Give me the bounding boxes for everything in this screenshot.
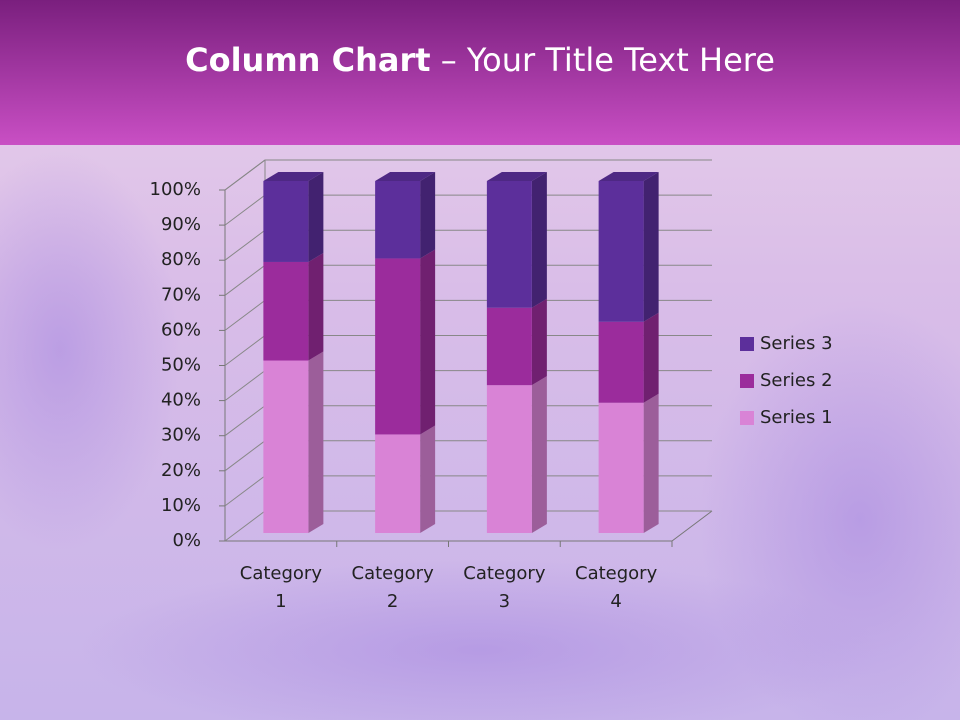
- bar-side: [531, 376, 547, 533]
- bar-side: [308, 252, 324, 361]
- bar: [486, 181, 532, 308]
- bar: [375, 258, 421, 435]
- x-tick-label-line: Category: [240, 563, 323, 584]
- y-tick-label: 80%: [161, 249, 201, 270]
- y-tick-label: 90%: [161, 214, 201, 235]
- bar-side: [420, 249, 436, 435]
- y-tick-label: 40%: [161, 390, 201, 411]
- y-tick-label: 0%: [172, 530, 201, 551]
- bar: [598, 321, 644, 403]
- bar: [375, 181, 421, 259]
- legend-label: Series 3: [760, 333, 833, 354]
- bar: [598, 181, 644, 322]
- bar: [486, 307, 532, 386]
- y-tick-label: 60%: [161, 319, 201, 340]
- bar: [486, 385, 532, 533]
- title-bold: Column Chart: [185, 41, 430, 79]
- bar-top: [263, 172, 324, 181]
- x-tick-label: Category 2: [352, 563, 435, 612]
- slide-title: Column Chart – Your Title Text Here: [185, 41, 775, 79]
- bar: [263, 360, 309, 533]
- bar-top: [598, 172, 659, 181]
- x-tick-label-line: Category: [352, 563, 435, 584]
- bar-top: [375, 172, 436, 181]
- header-band: [0, 0, 960, 145]
- bar-top: [486, 172, 547, 181]
- bar: [263, 181, 309, 262]
- bar-side: [643, 312, 659, 403]
- y-tick-label: 50%: [161, 355, 201, 376]
- legend-swatch: [740, 411, 754, 425]
- bar: [375, 434, 421, 533]
- x-tick-label-line: 3: [499, 591, 510, 612]
- bar-side: [643, 393, 659, 533]
- y-tick-label: 20%: [161, 460, 201, 481]
- x-tick-label-line: Category: [575, 563, 658, 584]
- x-tick-label: Category 1: [240, 563, 323, 612]
- legend-swatch: [740, 337, 754, 351]
- x-tick-label: Category 3: [463, 563, 546, 612]
- bar-side: [308, 172, 324, 262]
- legend-label: Series 1: [760, 407, 833, 428]
- y-tick-label: 70%: [161, 284, 201, 305]
- background-flowers: [80, 560, 880, 724]
- bar: [598, 402, 644, 533]
- bar-side: [420, 172, 436, 259]
- bar-side: [308, 351, 324, 533]
- y-tick-label: 100%: [150, 179, 201, 200]
- bar-side: [531, 298, 547, 386]
- background-flowers: [0, 150, 180, 550]
- x-tick-label-line: 1: [275, 591, 286, 612]
- x-tick-label-line: Category: [463, 563, 546, 584]
- legend-swatch: [740, 374, 754, 388]
- title-rest: – Your Title Text Here: [441, 41, 775, 79]
- bar-side: [643, 172, 659, 322]
- bar-side: [420, 425, 436, 533]
- legend-label: Series 2: [760, 370, 833, 391]
- y-tick-label: 10%: [161, 495, 201, 516]
- x-tick-label: Category 4: [575, 563, 658, 612]
- x-tick-label-line: 4: [610, 591, 621, 612]
- bar-side: [531, 172, 547, 308]
- chart: 0% 10% 20% 30% 40% 50% 60% 70% 80% 90% 100% Categor…: [150, 159, 833, 612]
- y-tick-label: 30%: [161, 425, 201, 446]
- x-tick-label-line: 2: [387, 591, 398, 612]
- bar: [263, 261, 309, 361]
